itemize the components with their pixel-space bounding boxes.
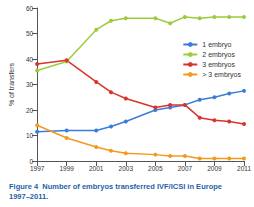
svg-text:1997–2011.: 1997–2011. [9,192,48,201]
svg-text:50: 50 [26,30,34,37]
svg-text:Figure 4 Number of embryos tr: Figure 4 Number of embryos transferred I… [9,182,224,191]
svg-text:1997: 1997 [30,165,45,172]
svg-text:> 3 embryos: > 3 embryos [202,71,241,79]
svg-text:10: 10 [26,132,34,139]
svg-text:% of transfers: % of transfers [8,62,15,106]
svg-text:2 embryos: 2 embryos [202,51,235,59]
svg-text:40: 40 [26,56,34,63]
svg-text:2001: 2001 [89,165,104,172]
svg-text:60: 60 [26,5,34,12]
svg-text:20: 20 [26,107,34,114]
svg-text:2003: 2003 [119,165,134,172]
svg-text:1 embryo: 1 embryo [202,41,231,49]
svg-text:0: 0 [30,158,34,165]
svg-text:2011: 2011 [237,165,251,172]
svg-text:2009: 2009 [207,165,222,172]
svg-text:30: 30 [26,81,34,88]
svg-text:2005: 2005 [148,165,163,172]
svg-text:3 embryos: 3 embryos [202,61,235,69]
svg-text:1999: 1999 [59,165,74,172]
svg-text:2007: 2007 [178,165,193,172]
